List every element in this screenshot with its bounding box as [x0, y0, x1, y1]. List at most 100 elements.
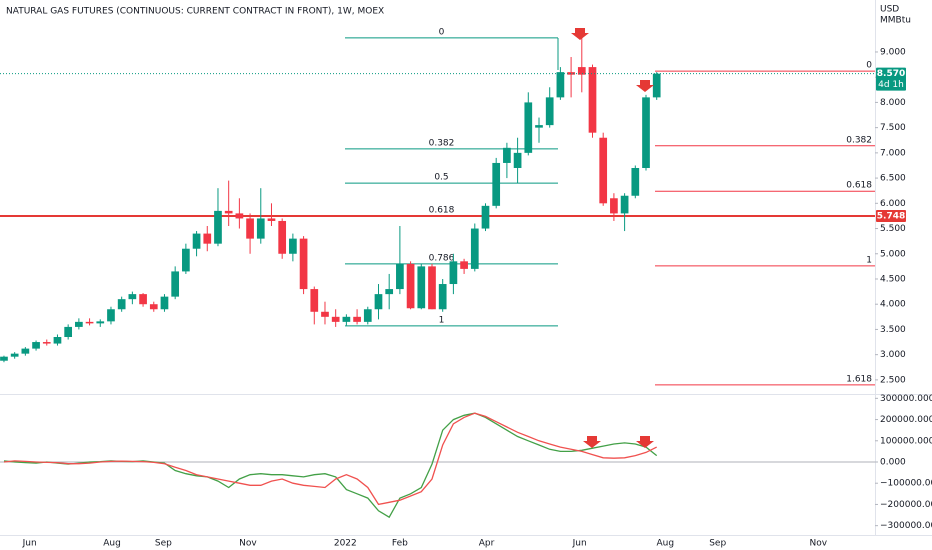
y-tick-label: 3.500: [880, 325, 906, 335]
candle-body: [577, 67, 586, 75]
candle-body: [96, 321, 105, 324]
candle-body: [192, 233, 201, 249]
candle-body: [117, 299, 126, 310]
unit-label: MMBtu: [880, 16, 911, 26]
candle-body: [160, 296, 169, 310]
candle-body: [417, 266, 426, 309]
y-tick-label: 200000.000: [880, 415, 932, 425]
candle-body: [224, 210, 233, 214]
y-tick-label: 5.000: [880, 249, 906, 259]
fib-label: 0: [439, 27, 445, 37]
last-price-tag: [876, 67, 906, 91]
candle-body: [481, 205, 490, 229]
candle-body: [396, 263, 404, 290]
candle-body: [460, 261, 468, 269]
y-tick-label: 8.000: [880, 98, 906, 108]
candle-body: [503, 147, 511, 163]
x-tick-label: Jun: [572, 539, 587, 549]
x-tick-label: Apr: [479, 539, 495, 549]
candle-body: [289, 238, 297, 254]
candle-body: [53, 337, 62, 344]
candle-body: [385, 289, 394, 295]
candle-body: [321, 311, 329, 317]
candle-body: [235, 213, 244, 219]
candle-body: [588, 67, 597, 133]
candle-body: [342, 316, 351, 322]
y-tick-label: 4.500: [880, 274, 906, 284]
arrow-down: [636, 80, 654, 92]
candle-body: [10, 353, 19, 357]
fib-label: 0.618: [429, 205, 455, 215]
candle-body: [470, 228, 479, 269]
arrow-down: [583, 436, 601, 448]
candle-body: [406, 263, 415, 309]
candle-body: [545, 97, 554, 126]
candle-body: [363, 309, 372, 322]
candle-body: [139, 294, 147, 305]
candle-body: [128, 294, 137, 300]
arrow-down: [571, 28, 589, 40]
candle-body: [331, 316, 340, 322]
fib-label: 0.382: [429, 138, 455, 148]
candle-body: [620, 195, 629, 214]
fib-label: 0.5: [434, 173, 448, 183]
y-tick-label: 6.000: [880, 199, 906, 209]
fib-label: 0.786: [429, 253, 455, 263]
candle-body: [203, 233, 212, 244]
candle-body: [75, 321, 83, 327]
candle-body: [267, 218, 276, 221]
candle-body: [631, 167, 640, 196]
y-tick-label: −300000.000: [880, 521, 932, 531]
x-tick-label: Aug: [103, 539, 121, 549]
candle-body: [64, 326, 73, 338]
y-tick-label: 0.000: [880, 457, 906, 467]
chart-title: NATURAL GAS FUTURES (CONTINUOUS: CURRENT…: [6, 7, 384, 17]
candle-body: [278, 220, 287, 254]
candle-body: [642, 97, 650, 168]
y-tick-label: 2.500: [880, 375, 906, 385]
candle-body: [246, 218, 254, 239]
candle-body: [599, 137, 608, 204]
candle-body: [0, 356, 8, 361]
fib-label: 1.618: [846, 374, 872, 384]
candle-body: [42, 342, 51, 344]
x-tick-label: 2022: [334, 539, 357, 549]
fib-label: 0.618: [846, 181, 872, 191]
y-tick-label: 5.500: [880, 224, 906, 234]
candle-body: [428, 266, 436, 310]
x-tick-label: Jun: [22, 539, 37, 549]
y-tick-label: 9.000: [880, 47, 906, 57]
oscillator-line: [3, 412, 657, 506]
countdown-label: 4d 1h: [878, 80, 904, 90]
arrow-down: [636, 436, 654, 448]
x-tick-label: Nov: [809, 539, 827, 549]
fib-label: 1: [866, 255, 872, 265]
candle-body: [107, 309, 115, 322]
fib-label: 0: [866, 61, 872, 71]
x-tick-label: Sep: [709, 539, 726, 549]
y-tick-label: 300000.000: [880, 394, 932, 404]
candle-body: [182, 248, 190, 272]
price-tag: [876, 210, 906, 223]
candle-body: [567, 72, 575, 75]
candle-body: [556, 72, 565, 98]
oscillator-pane: 300000.000 200000.000 100000.000 0.000 −1000…: [0, 394, 932, 531]
candle-body: [256, 218, 265, 239]
x-tick-label: Nov: [239, 539, 257, 549]
fib-label: 1: [439, 315, 445, 325]
y-tick-label: −200000.000: [880, 500, 932, 510]
candle-body: [513, 152, 522, 168]
candle-body: [492, 162, 501, 206]
candle-body: [449, 261, 458, 285]
x-tick-label: Sep: [155, 539, 172, 549]
y-tick-label: 3.000: [880, 350, 906, 360]
candle-body: [85, 321, 94, 324]
x-tick-label: Aug: [656, 539, 674, 549]
y-tick-label: 4.000: [880, 300, 906, 310]
candle-body: [214, 210, 222, 244]
candle-body: [32, 342, 40, 349]
candle-body: [438, 284, 447, 310]
y-tick-label: 6.500: [880, 174, 906, 184]
